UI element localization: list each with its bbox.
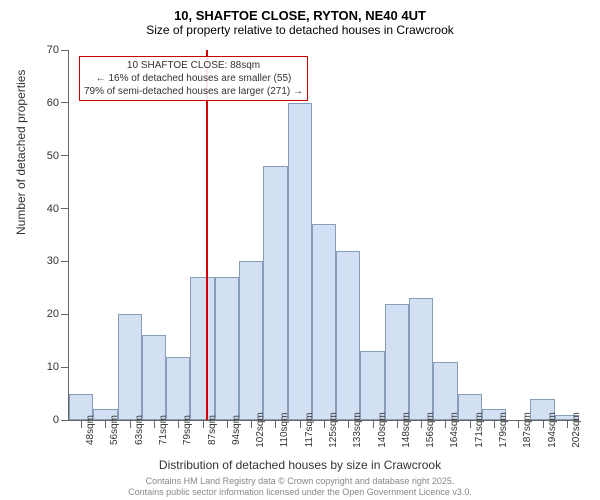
y-tick	[61, 314, 69, 315]
y-tick-label: 40	[47, 203, 59, 215]
x-tick	[227, 420, 228, 428]
y-tick	[61, 155, 69, 156]
histogram-bar	[118, 314, 142, 420]
x-tick-label: 94sqm	[231, 415, 242, 445]
annotation-box: 10 SHAFTOE CLOSE: 88sqm← 16% of detached…	[79, 56, 308, 101]
x-tick-label: 71sqm	[158, 415, 169, 445]
histogram-bar	[142, 335, 166, 420]
x-tick-label: 148sqm	[401, 412, 412, 448]
x-tick	[130, 420, 131, 428]
histogram-bar	[263, 166, 287, 420]
x-tick-label: 56sqm	[109, 415, 120, 445]
x-tick	[421, 420, 422, 428]
x-tick	[154, 420, 155, 428]
chart-plot-area: 01020304050607048sqm56sqm63sqm71sqm79sqm…	[68, 50, 579, 421]
x-tick	[494, 420, 495, 428]
histogram-bar	[239, 261, 263, 420]
x-tick	[251, 420, 252, 428]
x-tick-label: 79sqm	[182, 415, 193, 445]
x-tick-label: 87sqm	[207, 415, 218, 445]
annotation-line-1: 10 SHAFTOE CLOSE: 88sqm	[84, 59, 303, 72]
annotation-line-3: 79% of semi-detached houses are larger (…	[84, 85, 303, 98]
x-tick	[324, 420, 325, 428]
y-tick-label: 10	[47, 361, 59, 373]
histogram-bar	[288, 103, 312, 420]
x-tick	[518, 420, 519, 428]
x-tick-label: 133sqm	[352, 412, 363, 448]
y-tick	[61, 261, 69, 262]
y-tick-label: 60	[47, 97, 59, 109]
x-tick	[543, 420, 544, 428]
x-tick	[445, 420, 446, 428]
x-tick-label: 187sqm	[522, 412, 533, 448]
x-tick	[178, 420, 179, 428]
x-tick	[300, 420, 301, 428]
histogram-bar	[336, 251, 360, 420]
x-tick	[105, 420, 106, 428]
y-tick	[61, 50, 69, 51]
x-tick-label: 125sqm	[328, 412, 339, 448]
x-tick-label: 48sqm	[85, 415, 96, 445]
footer-line-1: Contains HM Land Registry data © Crown c…	[0, 476, 600, 487]
x-tick	[275, 420, 276, 428]
histogram-bar	[312, 224, 336, 420]
annotation-line-2: ← 16% of detached houses are smaller (55…	[84, 72, 303, 85]
y-tick-label: 20	[47, 308, 59, 320]
histogram-bar	[385, 304, 409, 420]
histogram-bar	[166, 357, 190, 420]
x-axis-title: Distribution of detached houses by size …	[0, 458, 600, 472]
page-title: 10, SHAFTOE CLOSE, RYTON, NE40 4UT	[0, 0, 600, 23]
x-tick-label: 102sqm	[255, 412, 266, 448]
x-tick-label: 156sqm	[425, 412, 436, 448]
x-tick-label: 202sqm	[571, 412, 582, 448]
x-tick	[567, 420, 568, 428]
x-tick-label: 171sqm	[474, 412, 485, 448]
x-tick-label: 110sqm	[279, 413, 290, 448]
y-tick-label: 50	[47, 150, 59, 162]
x-tick	[81, 420, 82, 428]
x-tick-label: 164sqm	[449, 412, 460, 448]
x-tick	[373, 420, 374, 428]
y-tick-label: 70	[47, 44, 59, 56]
histogram-bar	[360, 351, 384, 420]
y-tick	[61, 367, 69, 368]
page-subtitle: Size of property relative to detached ho…	[0, 23, 600, 41]
footer-line-2: Contains public sector information licen…	[0, 487, 600, 498]
x-tick-label: 63sqm	[134, 415, 145, 445]
histogram-bar	[215, 277, 239, 420]
x-tick	[348, 420, 349, 428]
y-axis-title: Number of detached properties	[14, 70, 28, 235]
histogram-bar	[409, 298, 433, 420]
x-tick-label: 117sqm	[304, 413, 315, 448]
y-tick	[61, 208, 69, 209]
x-tick-label: 194sqm	[547, 412, 558, 448]
histogram-bar	[190, 277, 214, 420]
x-tick-label: 140sqm	[377, 412, 388, 448]
x-tick	[470, 420, 471, 428]
x-tick	[203, 420, 204, 428]
x-tick-label: 179sqm	[498, 412, 509, 448]
y-tick-label: 0	[53, 414, 59, 426]
marker-line	[206, 50, 208, 420]
y-tick	[61, 420, 69, 421]
y-tick-label: 30	[47, 255, 59, 267]
x-tick	[397, 420, 398, 428]
footer-attribution: Contains HM Land Registry data © Crown c…	[0, 476, 600, 498]
y-tick	[61, 102, 69, 103]
